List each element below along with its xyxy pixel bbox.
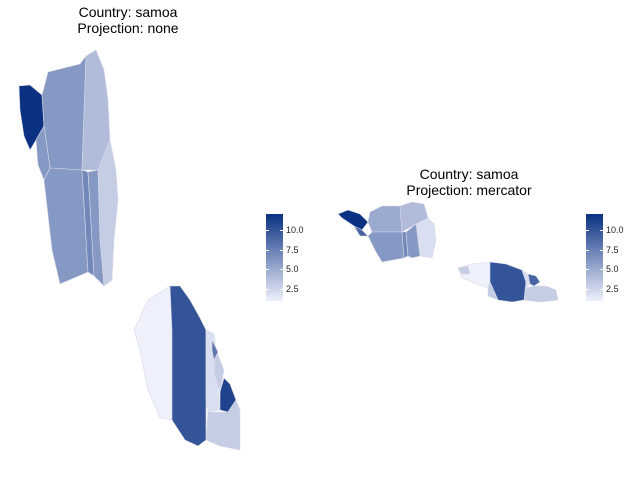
legend-tick-label: 5.0 — [606, 264, 619, 275]
region — [169, 285, 207, 447]
island-east — [457, 261, 559, 303]
legend-gradient-bar — [266, 214, 283, 301]
legend-gradient-bar — [586, 214, 603, 301]
region — [43, 167, 89, 285]
region — [367, 205, 403, 233]
region — [133, 285, 173, 421]
region — [205, 399, 241, 451]
region — [405, 223, 421, 259]
legend-tick-label: 7.5 — [286, 244, 299, 255]
title-projection: Projection: none — [77, 20, 179, 36]
region — [211, 339, 219, 361]
choropleth-map — [337, 201, 559, 303]
region — [41, 55, 87, 171]
region — [487, 281, 499, 301]
legend-tick-label: 10.0 — [286, 224, 304, 235]
legend-tick-label: 10.0 — [606, 224, 624, 235]
region — [457, 261, 491, 289]
map-title: Country: samoa Projection: mercator — [332, 166, 606, 198]
title-projection: Projection: mercator — [406, 182, 532, 198]
map-panel-none: Country: samoa Projection: none 1 — [0, 4, 304, 451]
region — [205, 329, 221, 413]
region — [337, 209, 369, 231]
legend-tick-label: 7.5 — [606, 244, 619, 255]
legend-tick-label: 2.5 — [286, 284, 299, 295]
title-country: Country: samoa — [78, 4, 178, 20]
choropleth-map — [18, 49, 241, 451]
map-panel-mercator: Country: samoa Projection: mercator 10.0 — [320, 0, 640, 480]
region — [523, 285, 559, 303]
region — [527, 273, 541, 287]
legend-tick-label: 2.5 — [606, 284, 619, 295]
region — [367, 231, 405, 263]
island-west — [337, 201, 437, 263]
legend-tick-label: 5.0 — [286, 264, 299, 275]
region — [87, 169, 105, 287]
region — [457, 265, 471, 275]
island-north — [18, 49, 119, 287]
map-title: Country: samoa Projection: none — [0, 4, 256, 36]
region — [81, 49, 111, 171]
island-south — [133, 285, 241, 451]
title-country: Country: samoa — [419, 166, 519, 182]
